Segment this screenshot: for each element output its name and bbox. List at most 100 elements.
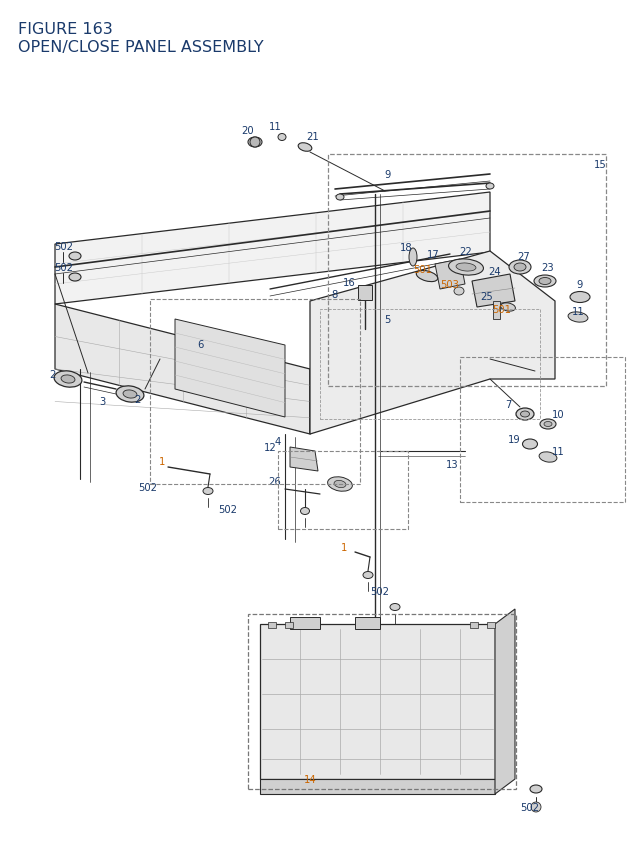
Ellipse shape: [530, 785, 542, 793]
Bar: [248, 614, 516, 789]
Text: 7: 7: [505, 400, 511, 410]
Bar: [150, 300, 360, 485]
Ellipse shape: [568, 313, 588, 323]
Text: 14: 14: [304, 774, 316, 784]
Text: 11: 11: [269, 122, 282, 132]
Polygon shape: [260, 624, 495, 779]
Polygon shape: [55, 305, 310, 435]
Text: 15: 15: [594, 160, 606, 170]
Text: 21: 21: [307, 132, 319, 142]
Ellipse shape: [416, 271, 438, 282]
Ellipse shape: [456, 263, 476, 272]
Bar: [355, 617, 380, 629]
Text: 24: 24: [489, 267, 501, 276]
Ellipse shape: [61, 375, 75, 384]
Text: 20: 20: [242, 126, 254, 136]
Text: 8: 8: [332, 289, 338, 300]
Polygon shape: [310, 251, 555, 435]
Text: 11: 11: [552, 447, 564, 456]
Text: 26: 26: [269, 476, 282, 486]
Polygon shape: [310, 253, 490, 435]
Bar: [290, 617, 320, 629]
Ellipse shape: [248, 138, 262, 148]
Circle shape: [250, 138, 260, 148]
Bar: [493, 301, 500, 319]
Text: 502: 502: [54, 242, 74, 251]
Ellipse shape: [328, 477, 353, 492]
Text: OPEN/CLOSE PANEL ASSEMBLY: OPEN/CLOSE PANEL ASSEMBLY: [18, 40, 264, 55]
Ellipse shape: [500, 303, 515, 312]
Ellipse shape: [509, 261, 531, 275]
Text: 5: 5: [384, 314, 390, 325]
Text: 502: 502: [138, 482, 157, 492]
Polygon shape: [435, 260, 465, 289]
Text: 19: 19: [508, 435, 520, 444]
Polygon shape: [260, 779, 495, 794]
Polygon shape: [290, 448, 318, 472]
Text: 12: 12: [264, 443, 276, 453]
Bar: [268, 623, 276, 629]
Ellipse shape: [69, 253, 81, 261]
Ellipse shape: [298, 144, 312, 152]
Ellipse shape: [540, 419, 556, 430]
Text: 2: 2: [49, 369, 55, 380]
Ellipse shape: [69, 274, 81, 282]
Bar: [328, 155, 606, 387]
Ellipse shape: [334, 480, 346, 488]
Ellipse shape: [520, 412, 529, 418]
Text: 9: 9: [385, 170, 391, 180]
Ellipse shape: [301, 508, 310, 515]
Text: 1: 1: [159, 456, 165, 467]
Polygon shape: [175, 319, 285, 418]
Bar: [320, 310, 540, 419]
Text: 16: 16: [342, 278, 355, 288]
Ellipse shape: [409, 249, 417, 267]
Bar: [358, 286, 372, 300]
Ellipse shape: [363, 572, 373, 579]
Ellipse shape: [570, 292, 590, 303]
Text: 501: 501: [413, 264, 433, 275]
Circle shape: [531, 802, 541, 812]
Ellipse shape: [486, 183, 494, 189]
Ellipse shape: [203, 488, 213, 495]
Ellipse shape: [390, 604, 400, 610]
Ellipse shape: [534, 276, 556, 288]
Text: 23: 23: [541, 263, 554, 273]
Ellipse shape: [116, 387, 144, 403]
Ellipse shape: [278, 134, 286, 141]
Ellipse shape: [123, 391, 137, 399]
Polygon shape: [495, 610, 515, 794]
Text: 13: 13: [445, 460, 458, 469]
Text: 11: 11: [572, 307, 584, 317]
Ellipse shape: [539, 278, 551, 285]
Text: 9: 9: [577, 280, 583, 289]
Text: 17: 17: [427, 250, 440, 260]
Text: 502: 502: [218, 505, 237, 514]
Bar: [460, 357, 625, 503]
Text: 3: 3: [99, 397, 105, 406]
Text: 503: 503: [440, 280, 460, 289]
Ellipse shape: [539, 452, 557, 462]
Ellipse shape: [336, 195, 344, 201]
Text: 18: 18: [400, 243, 412, 253]
Bar: [470, 623, 478, 629]
Text: 502: 502: [54, 263, 74, 273]
Text: 10: 10: [552, 410, 564, 419]
Text: 502: 502: [371, 586, 390, 597]
Text: 1: 1: [341, 542, 347, 553]
Bar: [285, 623, 293, 629]
Text: 27: 27: [518, 251, 531, 262]
Ellipse shape: [516, 408, 534, 420]
Text: 25: 25: [481, 292, 493, 301]
Ellipse shape: [544, 422, 552, 427]
Ellipse shape: [449, 259, 483, 276]
Ellipse shape: [54, 371, 82, 387]
Text: 2: 2: [134, 394, 140, 405]
Bar: [278, 451, 408, 530]
Text: 4: 4: [275, 437, 281, 447]
Text: 502: 502: [520, 802, 540, 812]
Polygon shape: [55, 193, 490, 305]
Polygon shape: [472, 275, 515, 307]
Text: 22: 22: [460, 247, 472, 257]
Bar: [487, 623, 495, 629]
